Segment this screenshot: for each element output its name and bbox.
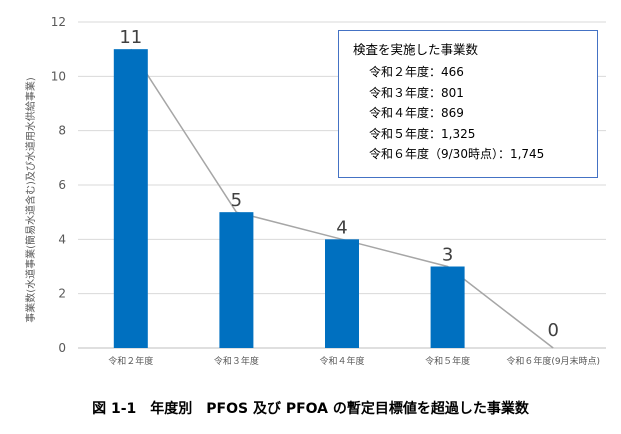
x-tick-label: 令和３年度 — [214, 355, 259, 367]
x-tick-label: 令和２年度 — [108, 355, 153, 367]
data-label: 3 — [442, 245, 453, 266]
y-axis-label: 事業数(水道事業(簡易水道含む)及び水道用水供給事業) — [24, 77, 37, 323]
inspection-count-box: 検査を実施した事業数 令和２年度：466 令和３年度：801 令和４年度：869… — [338, 30, 598, 178]
bar — [325, 239, 359, 348]
y-tick-label: 2 — [58, 287, 66, 301]
x-tick-label: 令和５年度 — [425, 355, 470, 367]
y-tick-label: 8 — [58, 124, 66, 138]
x-tick-label: 令和６年度(9月末時点) — [506, 355, 600, 367]
y-tick-label: 10 — [51, 69, 66, 83]
info-row-r5: 令和５年度：1,325 — [369, 126, 476, 141]
y-tick-label: 4 — [58, 232, 66, 246]
bar — [219, 212, 254, 348]
info-row-r3: 令和３年度：801 — [369, 85, 464, 100]
y-tick-label: 0 — [58, 341, 66, 355]
data-label: 4 — [336, 217, 347, 238]
info-row-r6: 令和６年度（9/30時点）：1,745 — [369, 147, 545, 161]
x-tick-label: 令和４年度 — [319, 355, 364, 367]
y-tick-label: 12 — [51, 15, 66, 29]
y-axis-ticks: 0 2 4 6 8 10 12 — [51, 15, 66, 355]
y-tick-label: 6 — [58, 178, 66, 192]
info-row-r4: 令和４年度：869 — [369, 106, 464, 120]
info-row-r2: 令和２年度：466 — [369, 65, 464, 79]
bar — [113, 49, 148, 349]
bars — [113, 49, 465, 349]
figure-caption: 図 1-1 年度別 PFOS 及び PFOA の暫定目標値を超過した事業数 — [92, 401, 529, 417]
bar — [430, 266, 465, 348]
x-axis-ticks: 令和２年度 令和３年度 令和４年度 令和５年度 令和６年度(9月末時点) — [108, 355, 600, 367]
data-labels: 11 5 4 3 0 — [119, 27, 559, 341]
data-label: 0 — [547, 320, 558, 341]
data-label: 5 — [231, 190, 242, 211]
info-box-title: 検査を実施した事業数 — [353, 42, 479, 57]
data-label: 11 — [119, 27, 142, 48]
